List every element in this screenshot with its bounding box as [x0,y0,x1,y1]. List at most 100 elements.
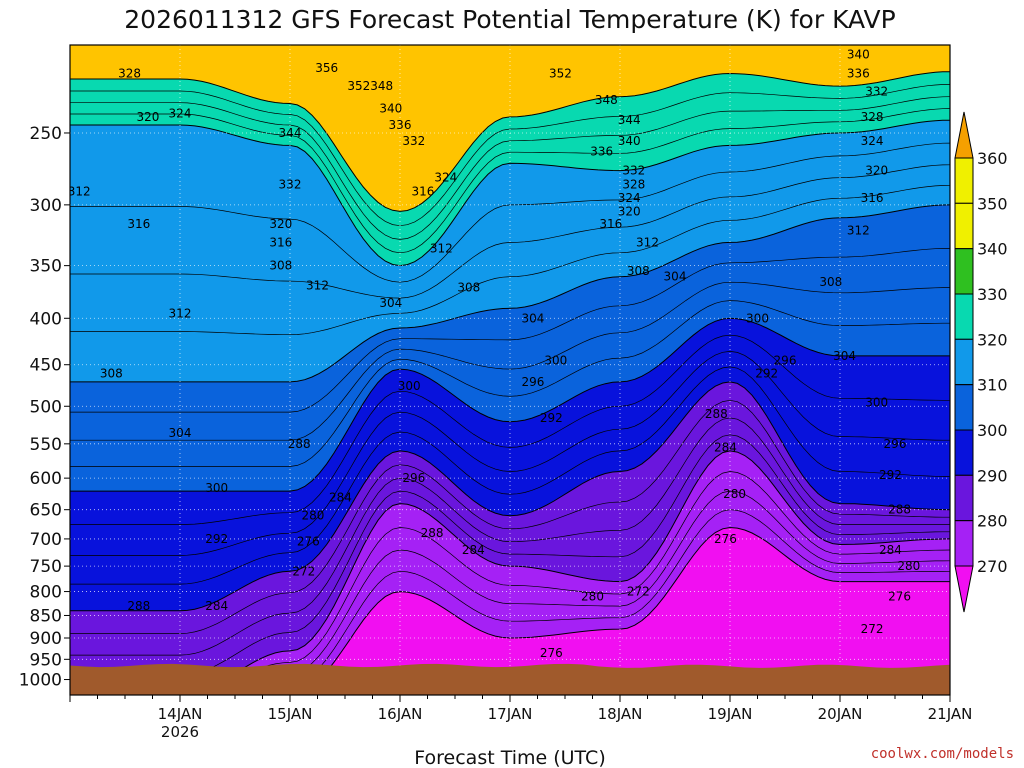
contour-label: 272 [861,622,884,636]
contour-label: 304 [664,270,687,284]
x-tick-label: 20JAN [818,705,863,723]
contour-label: 316 [411,185,434,199]
y-tick-label: 750 [30,557,62,577]
contour-label: 336 [590,145,613,159]
contour-label: 296 [402,471,425,485]
contour-label: 320 [618,204,641,218]
contour-label: 300 [398,379,421,393]
contour-label: 344 [279,126,302,140]
contour-label: 280 [897,559,920,573]
colorbar: 270 280 290 300 310 320 330 340 350 360 [954,111,1008,613]
contour-label: 280 [301,509,324,523]
isentrope-minor [70,248,950,413]
contour-label: 308 [819,275,842,289]
contour-label: 276 [297,535,320,549]
y-axis: 2503003504004505005506006507007508008509… [19,124,70,691]
contour-label: 284 [329,490,352,504]
contour-label: 280 [723,487,746,501]
colorbar-label: 350 [977,194,1008,213]
y-tick-label: 850 [30,607,62,627]
contour-label: 340 [379,102,402,116]
contour-label: 296 [884,437,907,451]
x-tick-label: 14JAN [158,705,203,723]
contour-label: 308 [269,259,292,273]
x-tick-label: 21JAN [928,705,973,723]
contour-label: 284 [205,599,228,613]
colorbar-bottom-arrow [954,565,974,613]
contour-label: 304 [169,426,192,440]
contour-label: 300 [746,311,769,325]
y-tick-label: 400 [30,309,62,329]
colorbar-label: 310 [977,376,1008,395]
colorbar-segment [954,520,974,567]
contour-label: 320 [865,164,888,178]
colorbar-segment [954,293,974,340]
y-tick-label: 1000 [19,671,62,691]
x-tick-sublabel: 2026 [161,723,199,741]
contour-label: 300 [865,395,888,409]
contour-label: 320 [136,110,159,124]
contour-label: 348 [595,93,618,107]
contour-label: 312 [636,235,659,249]
contour-label: 288 [888,503,911,517]
contour-label: 288 [705,407,728,421]
y-tick-label: 800 [30,583,62,603]
contour-label: 328 [118,67,141,81]
contour-label: 340 [847,48,870,62]
colorbar-segment [954,338,974,386]
y-tick-label: 950 [30,650,62,670]
colorbar-label: 300 [977,421,1008,440]
contour-label: 312 [306,278,329,292]
isentrope-minor [70,399,950,634]
colorbar-label: 340 [977,240,1008,259]
isentrope-minor [70,334,950,525]
contour-label: 304 [833,349,856,363]
contour-label: 352 [549,67,572,81]
contour-label: 304 [521,311,544,325]
x-tick-label: 18JAN [598,705,643,723]
contour-label: 324 [618,191,641,205]
y-tick-label: 450 [30,356,62,376]
contour-label: 272 [627,585,650,599]
isentrope-320 [70,119,950,267]
credit-text: coolwx.com/models [871,746,1014,762]
isentrope-310 [70,204,950,383]
contour-label: 356 [315,61,338,75]
y-tick-label: 500 [30,397,62,417]
colorbar-segment [954,429,974,476]
colorbar-label: 290 [977,466,1008,485]
contour-label: 328 [861,110,884,124]
colorbar-label: 280 [977,512,1008,531]
contour-label: 292 [755,366,778,380]
contour-label: 284 [714,440,737,454]
contour-label: 316 [861,191,884,205]
y-tick-label: 600 [30,469,62,489]
y-tick-label: 250 [30,124,62,144]
y-tick-label: 350 [30,257,62,277]
contour-label: 304 [379,296,402,310]
terrain-band [70,663,950,695]
contour-label: 324 [169,107,192,121]
isentrope-290 [70,381,950,612]
contour-label: 284 [879,543,902,557]
isentrope-minor [70,108,950,254]
contour-label: 288 [127,599,150,613]
contour-label: 308 [457,281,480,295]
x-tick-label: 19JAN [708,705,753,723]
colorbar-segment [954,384,974,431]
contour-label: 316 [269,235,292,249]
contour-label: 328 [622,178,645,192]
contour-label: 324 [434,171,457,185]
isentrope-minor [70,96,950,240]
isentrope-minor [70,351,950,556]
colorbar-segment [954,474,974,522]
contour-label: 340 [618,134,641,148]
colorbar-segment [954,157,974,204]
contour-label: 332 [402,134,425,148]
colorbar-label: 360 [977,149,1008,168]
contour-label: 272 [292,564,315,578]
colorbar-segment [954,202,974,250]
contour-label: 288 [288,437,311,451]
